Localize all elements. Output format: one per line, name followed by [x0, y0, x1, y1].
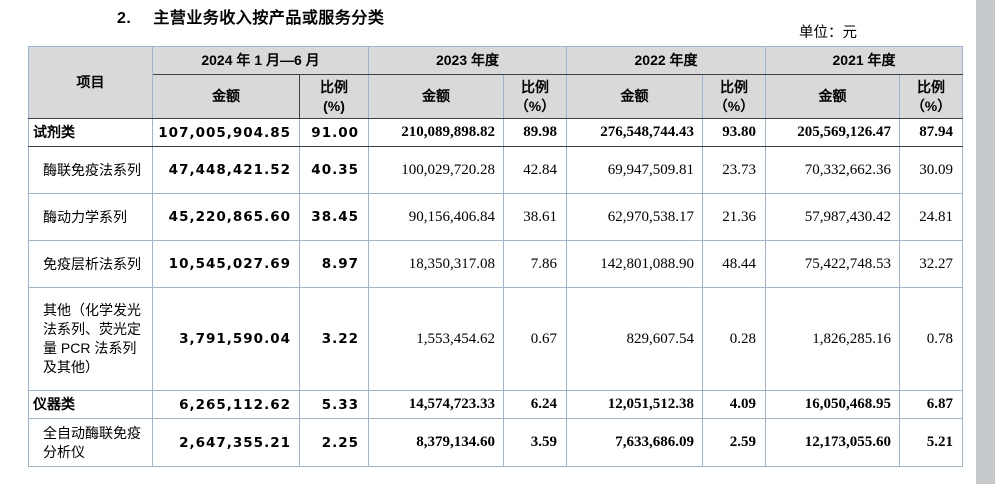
table-row-reagents-total: 试剂类 107,005,904.85 91.00 210,089,898.82 …: [28, 118, 964, 147]
row-label: 全自动酶联免疫分析仪: [28, 418, 153, 467]
cell-amount-2024: 10,545,027.69: [152, 240, 300, 288]
cell-amount-2023: 100,029,720.28: [368, 146, 504, 194]
col-header-amount-2021: 金额: [765, 74, 901, 119]
col-header-amount-2022: 金额: [566, 74, 704, 119]
row-label: 其他（化学发光法系列、荧光定量 PCR 法系列及其他）: [28, 287, 153, 391]
cell-amount-2024: 3,791,590.04: [152, 287, 300, 391]
header-row-measures: 金额 比例 (%) 金额 比例 （%） 金额 比例 （%） 金额 比例 （%）: [29, 74, 964, 119]
cell-amount-2024: 47,448,421.52: [152, 146, 300, 194]
cell-ratio-2024: 3.22: [299, 287, 369, 391]
cell-ratio-2021: 5.21: [899, 418, 964, 467]
cell-amount-2021: 57,987,430.42: [765, 193, 901, 241]
header-row-periods: 项目 2024 年 1 月—6 月 2023 年度 2022 年度 2021 年…: [28, 46, 964, 119]
col-header-ratio-2022: 比例 （%）: [702, 74, 767, 119]
cell-amount-2021: 16,050,468.95: [765, 390, 901, 419]
cell-ratio-2021: 87.94: [899, 118, 964, 147]
col-header-ratio-2021: 比例 （%）: [899, 74, 964, 119]
cell-amount-2021: 1,826,285.16: [765, 287, 901, 391]
table-row-automatic-elisa-analyzer: 全自动酶联免疫分析仪 2,647,355.21 2.25 8,379,134.6…: [28, 418, 964, 467]
cell-ratio-2023: 3.59: [502, 418, 568, 467]
cell-ratio-2024: 91.00: [299, 118, 369, 147]
cell-ratio-2024: 8.97: [299, 240, 369, 288]
row-label: 酶动力学系列: [28, 193, 153, 241]
cell-amount-2022: 142,801,088.90: [566, 240, 704, 288]
table-row-instruments-total: 仪器类 6,265,112.62 5.33 14,574,723.33 6.24…: [28, 390, 964, 419]
cell-amount-2022: 7,633,686.09: [566, 418, 704, 467]
row-label: 仪器类: [28, 390, 153, 419]
cell-ratio-2021: 0.78: [899, 287, 964, 391]
row-label: 免疫层析法系列: [28, 240, 153, 288]
col-header-ratio-2023: 比例 （%）: [502, 74, 568, 119]
cell-amount-2024: 45,220,865.60: [152, 193, 300, 241]
cell-ratio-2021: 32.27: [899, 240, 964, 288]
cell-ratio-2021: 24.81: [899, 193, 964, 241]
cell-amount-2022: 69,947,509.81: [566, 146, 704, 194]
cell-ratio-2023: 38.61: [502, 193, 568, 241]
col-header-amount-2024: 金额: [152, 74, 300, 119]
cell-ratio-2021: 30.09: [899, 146, 964, 194]
cell-ratio-2023: 7.86: [502, 240, 568, 288]
cell-ratio-2024: 5.33: [299, 390, 369, 419]
section-number: 2.: [117, 10, 132, 27]
row-label: 试剂类: [28, 118, 153, 147]
cell-ratio-2023: 42.84: [502, 146, 568, 194]
cell-amount-2023: 90,156,406.84: [368, 193, 504, 241]
cell-ratio-2022: 0.28: [702, 287, 767, 391]
table-row-enzyme-kinetics-series: 酶动力学系列 45,220,865.60 38.45 90,156,406.84…: [28, 193, 964, 241]
cell-amount-2024: 2,647,355.21: [152, 418, 300, 467]
cell-amount-2022: 276,548,744.43: [566, 118, 704, 147]
cell-amount-2021: 75,422,748.53: [765, 240, 901, 288]
section-title-text: 主营业务收入按产品或服务分类: [153, 10, 385, 27]
col-header-period-2023: 2023 年度: [367, 46, 568, 75]
cell-ratio-2023: 0.67: [502, 287, 568, 391]
cell-amount-2021: 70,332,662.36: [765, 146, 901, 194]
cell-amount-2023: 14,574,723.33: [368, 390, 504, 419]
table-row-elisa-series: 酶联免疫法系列 47,448,421.52 40.35 100,029,720.…: [28, 146, 964, 194]
revenue-by-product-table: 项目 2024 年 1 月—6 月 2023 年度 2022 年度 2021 年…: [28, 46, 964, 467]
col-header-period-2021: 2021 年度: [765, 46, 964, 75]
col-header-item: 项目: [28, 46, 153, 119]
row-label: 酶联免疫法系列: [28, 146, 153, 194]
cell-amount-2023: 18,350,317.08: [368, 240, 504, 288]
unit-label: 单位：元: [799, 25, 857, 41]
cell-amount-2022: 12,051,512.38: [566, 390, 704, 419]
cell-ratio-2021: 6.87: [899, 390, 964, 419]
cell-amount-2024: 107,005,904.85: [152, 118, 300, 147]
table-row-immunochromatography-series: 免疫层析法系列 10,545,027.69 8.97 18,350,317.08…: [28, 240, 964, 288]
cell-ratio-2022: 93.80: [702, 118, 767, 147]
table-row-others: 其他（化学发光法系列、荧光定量 PCR 法系列及其他） 3,791,590.04…: [28, 287, 964, 391]
cell-amount-2023: 1,553,454.62: [368, 287, 504, 391]
cell-ratio-2022: 23.73: [702, 146, 767, 194]
cell-ratio-2023: 6.24: [502, 390, 568, 419]
col-header-amount-2023: 金额: [368, 74, 504, 119]
cell-ratio-2023: 89.98: [502, 118, 568, 147]
cell-ratio-2024: 38.45: [299, 193, 369, 241]
col-header-period-2024: 2024 年 1 月—6 月: [152, 46, 369, 75]
col-header-ratio-2024: 比例 (%): [299, 74, 369, 119]
section-title: 2. 主营业务收入按产品或服务分类: [117, 4, 384, 28]
cell-ratio-2024: 40.35: [299, 146, 369, 194]
cell-ratio-2022: 4.09: [702, 390, 767, 419]
cell-ratio-2022: 2.59: [702, 418, 767, 467]
page-edge-strip: [976, 0, 995, 484]
cell-amount-2021: 205,569,126.47: [765, 118, 901, 147]
col-header-period-2022: 2022 年度: [566, 46, 767, 75]
cell-ratio-2022: 48.44: [702, 240, 767, 288]
cell-amount-2023: 210,089,898.82: [368, 118, 504, 147]
cell-amount-2022: 829,607.54: [566, 287, 704, 391]
cell-amount-2024: 6,265,112.62: [152, 390, 300, 419]
cell-ratio-2024: 2.25: [299, 418, 369, 467]
cell-ratio-2022: 21.36: [702, 193, 767, 241]
cell-amount-2021: 12,173,055.60: [765, 418, 901, 467]
cell-amount-2023: 8,379,134.60: [368, 418, 504, 467]
cell-amount-2022: 62,970,538.17: [566, 193, 704, 241]
